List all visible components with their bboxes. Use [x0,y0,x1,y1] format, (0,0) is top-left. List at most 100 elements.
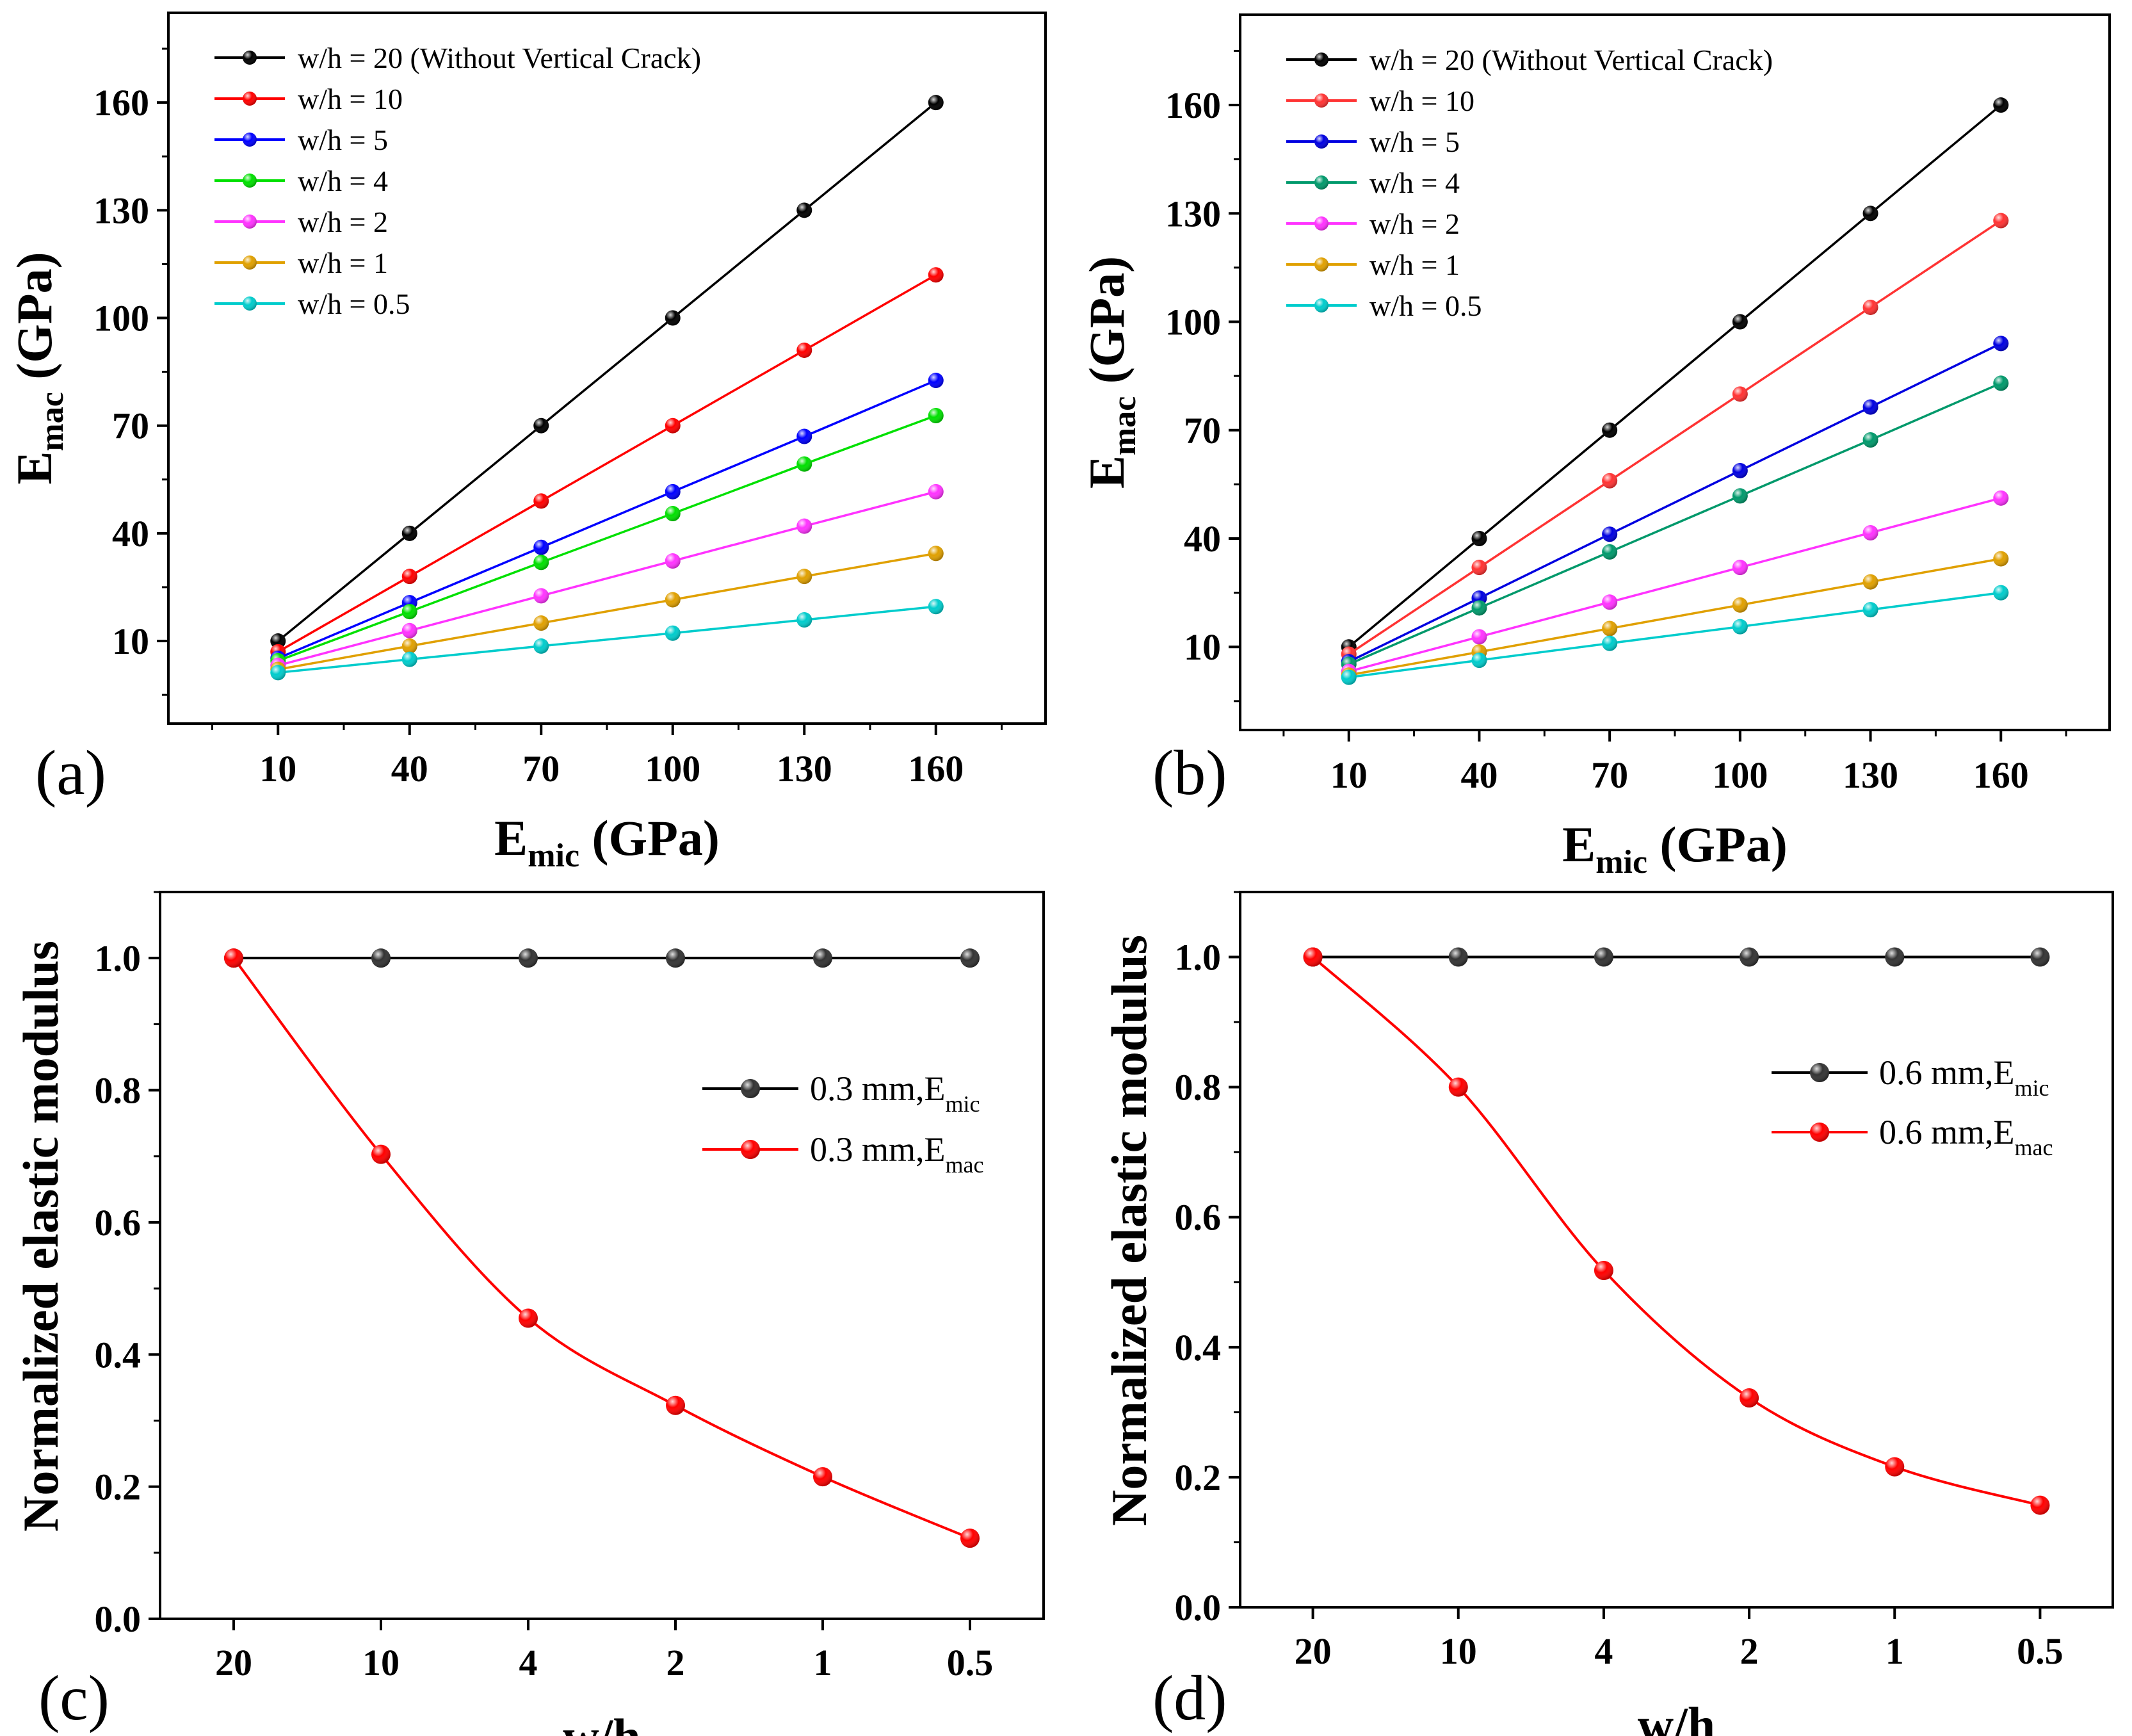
data-point [533,555,549,571]
data-point [665,310,681,326]
data-point [1602,473,1618,489]
data-point [796,456,812,472]
legend-label: w/h = 2 [298,206,388,238]
data-point [1993,551,2009,567]
y-tick-label: 0.8 [1175,1067,1222,1108]
x-tick-label: 130 [777,748,832,790]
y-axis-title: Normalized elastic modulus [1101,935,1157,1526]
legend-label: w/h = 1 [298,247,388,279]
y-tick-label: 0.6 [95,1202,141,1244]
legend-marker [1314,134,1328,149]
y-tick-label: 130 [1165,193,1221,234]
legend-marker [243,92,257,106]
series-line-1 [1348,220,2002,655]
legend-marker [1314,216,1328,231]
x-tick-label: 20 [215,1642,252,1683]
panel-label: (d) [1152,1662,1227,1733]
data-point [1993,585,2009,601]
series-line-2 [1348,342,2002,663]
y-tick-label: 10 [1184,626,1221,668]
legend-marker [1314,298,1328,312]
data-point [1732,488,1748,504]
data-point [928,483,944,499]
legend-label: 0.6 mm,Emic [1879,1053,2049,1101]
data-point [665,483,681,499]
data-point [1732,462,1748,478]
x-tick-label: 160 [1973,754,2029,796]
panel-label: (a) [35,737,106,808]
data-point [401,638,417,654]
y-axis-title: Emac (GPa) [1079,256,1143,489]
y-tick-label: 10 [112,621,149,662]
data-point [665,506,681,522]
legend-label: w/h = 10 [298,83,403,115]
data-point [1885,1457,1905,1477]
legend-label: w/h = 5 [298,124,388,156]
data-point [2030,1495,2050,1515]
x-tick-label: 40 [391,748,428,790]
legend-marker [1314,257,1328,272]
legend-marker [243,133,257,147]
legend-label: 0.3 mm,Emic [810,1069,980,1117]
data-point [1993,97,2009,113]
x-tick-label: 10 [362,1642,400,1683]
x-tick-label: 100 [1712,754,1768,796]
legend-label: w/h = 5 [1369,126,1460,158]
data-point [371,948,391,968]
data-point [1862,574,1878,590]
y-tick-label: 0.4 [1175,1327,1222,1368]
legend-label: w/h = 0.5 [298,288,410,320]
data-point [665,418,681,434]
data-point [1471,531,1487,547]
y-axis-title: Normalized elastic modulus [13,941,69,1532]
data-point [533,493,549,509]
data-point [1993,375,2009,391]
x-tick-label: 1 [814,1642,832,1683]
series-line-6 [278,605,936,674]
data-point [665,625,681,641]
data-point [928,267,944,283]
data-point [1471,560,1487,576]
panel-c-chart: 20 10 4 2 1 0.5 0.0 0.2 0.4 0.6 0.8 1.0 0.3 mm,Emic 0… [13,891,1045,1736]
data-point [519,1308,538,1328]
series-line-1 [277,273,937,653]
data-point [1594,1260,1613,1280]
panel-b-chart: 10 40 70 100 130 160 10 40 70 100 130 160 w/h = 20 (… [1079,13,2111,880]
data-point [533,638,549,654]
y-tick-label: 100 [93,298,149,339]
legend-label: w/h = 10 [1369,85,1474,117]
series-line-1 [1312,956,2040,1507]
data-point [928,599,944,615]
data-point [1602,422,1618,438]
data-point [665,553,681,569]
panel-label: (b) [1152,737,1227,808]
y-tick-label: 40 [112,513,149,555]
data-point [928,546,944,562]
data-point [666,948,685,968]
legend-marker [243,296,257,311]
data-point [796,342,812,358]
x-tick-label: 10 [1440,1630,1477,1672]
data-point [1471,629,1487,645]
x-axis-title: w/h [1638,1697,1715,1736]
data-point [371,1144,391,1164]
legend-label: w/h = 4 [1369,166,1460,199]
data-point [1602,635,1618,651]
data-point [796,569,812,585]
series-line-5 [1348,557,2001,676]
y-tick-label: 0.2 [95,1466,141,1508]
data-point [1602,544,1618,560]
legend-label: w/h = 20 (Without Vertical Crack) [1369,44,1773,76]
data-point [1993,490,2009,506]
data-point [796,612,812,628]
data-point [2030,947,2050,967]
data-point [796,428,812,444]
y-tick-label: 100 [1165,302,1221,343]
y-tick-label: 0.0 [1175,1587,1222,1628]
data-point [1732,619,1748,635]
legend-marker [1314,53,1328,67]
data-point [960,1529,980,1548]
series-line-6 [1348,591,2001,679]
legend-label: w/h = 0.5 [1369,289,1482,322]
y-tick-label: 130 [93,190,149,231]
